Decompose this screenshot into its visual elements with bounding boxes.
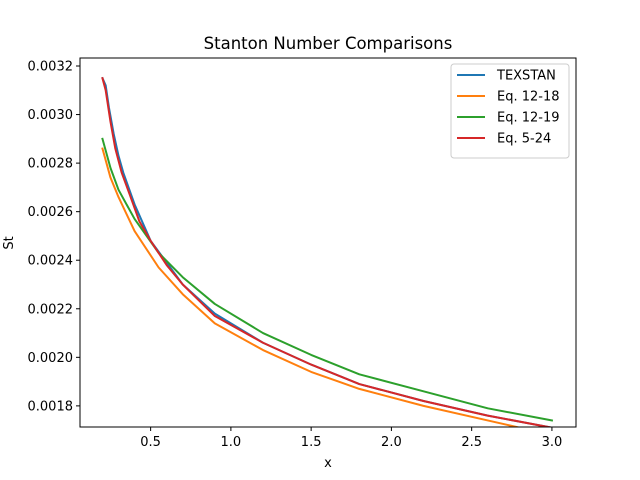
series-line-3 bbox=[101, 137, 554, 422]
legend: TEXSTAN Eq. 12-18 Eq. 12-19 Eq. 5-24 bbox=[450, 63, 570, 159]
y-tick-label: 0.0024 bbox=[28, 254, 74, 269]
y-tick-label: 0.0030 bbox=[28, 108, 74, 123]
y-tick-label: 0.0018 bbox=[28, 399, 74, 414]
legend-label-1: TEXSTAN bbox=[496, 69, 556, 84]
series-line-4 bbox=[101, 76, 554, 427]
x-tick-label: 2.0 bbox=[381, 435, 402, 450]
x-tick-label: 2.5 bbox=[461, 435, 482, 450]
plot-series-group bbox=[101, 76, 554, 427]
axes-frame bbox=[79, 57, 577, 428]
x-tick-label: 1.0 bbox=[221, 435, 242, 450]
x-tick-label: 1.5 bbox=[301, 435, 322, 450]
legend-label-2: Eq. 12-18 bbox=[497, 90, 560, 105]
y-tick-label: 0.0022 bbox=[28, 302, 74, 317]
y-axis-label: St bbox=[2, 236, 17, 249]
x-axis-ticks: 0.5 1.0 1.5 2.0 2.5 3.0 bbox=[140, 427, 562, 450]
legend-box bbox=[450, 63, 570, 159]
y-tick-label: 0.0032 bbox=[28, 60, 74, 75]
legend-label-3: Eq. 12-19 bbox=[497, 111, 560, 126]
x-tick-label: 3.0 bbox=[542, 435, 563, 450]
y-tick-label: 0.0020 bbox=[28, 351, 74, 366]
x-tick-label: 0.5 bbox=[140, 435, 161, 450]
y-tick-label: 0.0026 bbox=[28, 205, 74, 220]
y-axis-ticks: 0.0018 0.0020 0.0022 0.0024 0.0026 0.0028 0.00… bbox=[28, 60, 80, 414]
legend-label-4: Eq. 5-24 bbox=[497, 132, 551, 147]
x-axis-label: x bbox=[324, 456, 332, 471]
series-line-2 bbox=[101, 147, 522, 427]
chart-title: Stanton Number Comparisons bbox=[204, 34, 453, 53]
y-tick-label: 0.0028 bbox=[28, 157, 74, 172]
